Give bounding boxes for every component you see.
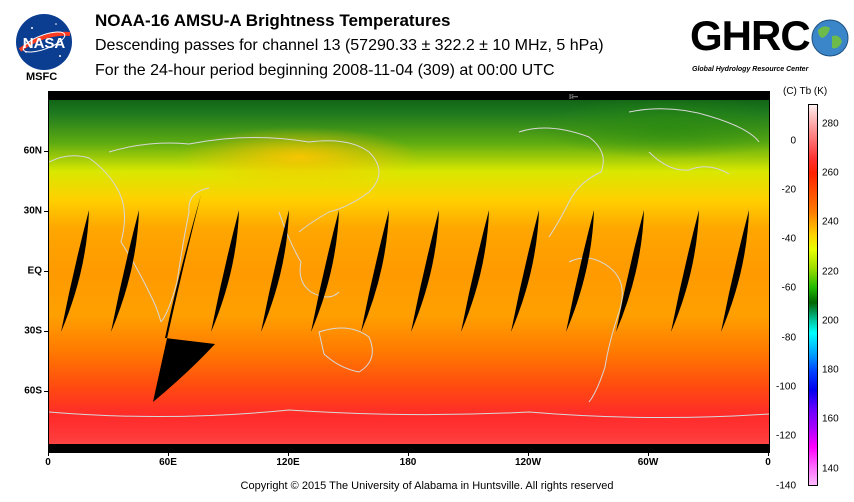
colorbar-kelvin-label: 280 <box>822 118 839 130</box>
colorbar-kelvin-label: 260 <box>822 167 839 179</box>
colorbar-kelvin-label: 140 <box>822 463 839 475</box>
longitude-label: 120W <box>514 457 542 468</box>
longitude-label: 60E <box>159 457 177 468</box>
colorbar-header: (C) Tb (K) <box>783 86 828 97</box>
orbit-gap-swath <box>261 210 289 332</box>
colorbar-celsius-label: -120 <box>775 430 796 442</box>
colorbar-celsius-label: -80 <box>781 332 796 344</box>
longitude-label: 0 <box>45 457 51 468</box>
orbit-gaps <box>61 210 749 332</box>
orbit-gap-swath <box>461 210 489 332</box>
south-missing-band <box>49 444 769 452</box>
orbit-gap-swath <box>211 210 239 332</box>
latitude-label: 60S <box>24 385 42 397</box>
latitude-tick <box>44 271 48 272</box>
chart-subtitle: Descending passes for channel 13 (57290.… <box>95 37 604 54</box>
ghrc-subtitle: Global Hydrology Resource Center <box>692 66 809 73</box>
longitude-tick <box>288 452 289 456</box>
chart-title: NOAA-16 AMSU-A Brightness Temperatures <box>95 11 451 30</box>
latitude-label: 60N <box>23 145 42 157</box>
colorbar-celsius-label: -60 <box>781 282 796 294</box>
colorbar-kelvin-label: 180 <box>822 364 839 376</box>
longitude-tick <box>648 452 649 456</box>
msfc-label: MSFC <box>26 71 58 83</box>
longitude-label: 180 <box>399 457 417 468</box>
colorbar-celsius-label: -100 <box>775 381 796 393</box>
longitude-tick <box>168 452 169 456</box>
longitude-label: 60W <box>637 457 659 468</box>
orbit-gap-swath <box>361 210 389 332</box>
north-missing-band <box>49 92 769 100</box>
longitude-tick <box>528 452 529 456</box>
ghrc-logo: GHRC Global Hydrology Resource Center <box>690 6 850 78</box>
colorbar-celsius-label: -20 <box>781 184 796 196</box>
colorbar-celsius-label: -140 <box>775 480 796 492</box>
chart-period: For the 24-hour period beginning 2008-11… <box>95 62 555 79</box>
orbit-gap-swath <box>616 210 644 332</box>
nasa-logo-text: NASA <box>23 35 66 52</box>
orbit-gap-swath <box>721 210 749 332</box>
latitude-label: EQ <box>27 265 42 277</box>
ghrc-logo-text: GHRC <box>690 12 811 59</box>
longitude-tick <box>408 452 409 456</box>
colorbar-kelvin-label: 220 <box>822 266 839 278</box>
colorbar-celsius-label: 0 <box>790 135 796 147</box>
latitude-tick <box>44 391 48 392</box>
longitude-label: 120E <box>276 457 300 468</box>
longitude-tick <box>768 452 769 456</box>
latitude-tick <box>44 151 48 152</box>
brightness-temperature-map: ⇤ <box>48 91 770 453</box>
colorbar <box>808 104 818 486</box>
orbit-gap-swath <box>61 210 89 332</box>
colorbar-kelvin-label: 240 <box>822 216 839 228</box>
latitude-label: 30S <box>24 325 42 337</box>
orbit-direction-arrow: ⇤ <box>569 91 578 103</box>
orbit-gap-swath <box>111 210 139 332</box>
latitude-tick <box>44 211 48 212</box>
warm-anomaly <box>179 127 419 187</box>
orbit-gap-swath <box>311 210 339 332</box>
longitude-label: 0 <box>765 457 771 468</box>
colorbar-celsius-label: -40 <box>781 233 796 245</box>
latitude-label: 30N <box>23 205 42 217</box>
copyright-text: Copyright © 2015 The University of Alaba… <box>240 480 614 492</box>
colorbar-kelvin-label: 200 <box>822 315 839 327</box>
globe-icon <box>811 19 849 57</box>
orbit-gap-swath <box>671 210 699 332</box>
orbit-gap-swath <box>566 210 594 332</box>
data-gap-region <box>153 195 215 402</box>
cool-anomaly <box>539 95 769 159</box>
latitude-tick <box>44 331 48 332</box>
coastlines <box>49 108 769 419</box>
orbit-gap-swath <box>511 210 539 332</box>
colorbar-kelvin-label: 160 <box>822 413 839 425</box>
nasa-logo: NASA <box>16 14 72 70</box>
orbit-gap-swath <box>411 210 439 332</box>
longitude-tick <box>48 452 49 456</box>
